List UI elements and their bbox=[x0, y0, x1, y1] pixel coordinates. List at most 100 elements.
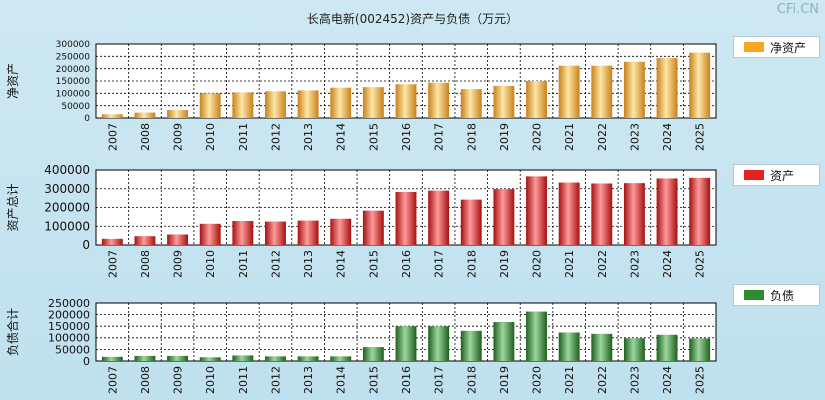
bar-2015 bbox=[362, 347, 384, 361]
x-tick-label: 2021 bbox=[563, 250, 576, 278]
bar-2014 bbox=[330, 356, 352, 361]
bar-2025 bbox=[689, 52, 711, 119]
legend-label-net-assets: 净资产 bbox=[770, 41, 807, 55]
bar-2007 bbox=[101, 114, 123, 118]
bar-2008 bbox=[134, 236, 156, 245]
bar-2013 bbox=[297, 90, 319, 118]
bar-2015 bbox=[362, 87, 384, 118]
x-tick-label: 2012 bbox=[269, 123, 282, 151]
bar-2025 bbox=[689, 338, 711, 361]
chart-title: 长高电新(002452)资产与负债（万元） bbox=[306, 12, 519, 26]
bar-2017 bbox=[428, 190, 450, 245]
x-tick-label: 2015 bbox=[367, 123, 380, 151]
x-tick-label: 2024 bbox=[661, 250, 674, 278]
bar-2009 bbox=[167, 234, 189, 245]
y-tick-label: 0 bbox=[82, 238, 90, 252]
x-tick-label: 2013 bbox=[302, 250, 315, 278]
chart-panel-0: 0 50000 100000 150000 200000 250000 300000 2007… bbox=[6, 40, 717, 151]
bar-2011 bbox=[232, 92, 254, 118]
bar-2018 bbox=[460, 89, 482, 118]
y-tick-label: 400000 bbox=[44, 163, 90, 177]
bar-2022 bbox=[591, 65, 613, 118]
y-tick-label: 50000 bbox=[61, 102, 90, 112]
bar-2018 bbox=[460, 199, 482, 245]
x-tick-label: 2008 bbox=[139, 250, 152, 278]
bar-2012 bbox=[265, 356, 286, 361]
x-tick-label: 2012 bbox=[269, 250, 282, 278]
y-tick-label: 100000 bbox=[56, 89, 91, 99]
y-axis-title: 负债合计 bbox=[5, 308, 20, 356]
x-tick-label: 2016 bbox=[400, 123, 413, 151]
y-axis-title: 资产总计 bbox=[6, 183, 20, 231]
x-tick-label: 2022 bbox=[596, 123, 609, 151]
legend-swatch-liabilities bbox=[744, 290, 764, 300]
bar-2009 bbox=[167, 110, 189, 118]
y-tick-label: 0 bbox=[83, 355, 90, 368]
x-tick-label: 2010 bbox=[204, 366, 217, 394]
x-tick-label: 2010 bbox=[204, 250, 217, 278]
x-tick-label: 2011 bbox=[237, 250, 250, 278]
chart-panel-1: 0 100000 200000 300000 400000 2007 2008 2009 201… bbox=[6, 163, 717, 278]
bar-2015 bbox=[362, 210, 384, 245]
x-tick-label: 2025 bbox=[694, 250, 707, 278]
bar-2022 bbox=[591, 333, 613, 361]
bar-2023 bbox=[623, 61, 645, 118]
x-tick-label: 2025 bbox=[694, 366, 707, 394]
x-tick-label: 2015 bbox=[367, 250, 380, 278]
x-tick-label: 2017 bbox=[433, 123, 446, 151]
x-tick-label: 2012 bbox=[269, 366, 282, 394]
x-tick-label: 2015 bbox=[367, 366, 380, 394]
legend-liabilities: 负债 bbox=[733, 284, 820, 306]
bar-2016 bbox=[395, 84, 417, 118]
x-tick-label: 2025 bbox=[694, 123, 707, 151]
x-tick-label: 2014 bbox=[335, 123, 348, 151]
x-tick-label: 2024 bbox=[661, 366, 674, 394]
x-tick-label: 2019 bbox=[498, 366, 511, 394]
bar-2010 bbox=[199, 93, 221, 118]
bar-2010 bbox=[199, 357, 221, 361]
y-tick-label: 250000 bbox=[48, 297, 90, 310]
bar-2020 bbox=[526, 81, 547, 118]
x-tick-label: 2014 bbox=[335, 366, 348, 394]
y-tick-label: 50000 bbox=[55, 343, 90, 356]
x-tick-label: 2023 bbox=[628, 250, 641, 278]
y-tick-label: 100000 bbox=[44, 219, 90, 233]
x-tick-label: 2024 bbox=[661, 123, 674, 151]
x-tick-label: 2019 bbox=[498, 123, 511, 151]
legend-label-assets: 资产 bbox=[770, 169, 795, 183]
bar-2013 bbox=[297, 220, 319, 245]
y-tick-label: 300000 bbox=[56, 40, 91, 50]
x-tick-label: 2017 bbox=[433, 250, 446, 278]
x-tick-label: 2021 bbox=[563, 366, 576, 394]
bar-2024 bbox=[656, 178, 678, 245]
y-tick-label: 200000 bbox=[44, 201, 90, 215]
bar-2025 bbox=[689, 177, 711, 245]
x-tick-label: 2022 bbox=[596, 250, 609, 278]
y-tick-label: 150000 bbox=[48, 320, 90, 333]
x-tick-label: 2018 bbox=[465, 123, 478, 151]
bar-2011 bbox=[232, 355, 254, 361]
x-tick-label: 2013 bbox=[302, 366, 315, 394]
x-tick-label: 2020 bbox=[531, 250, 544, 278]
x-tick-label: 2007 bbox=[106, 123, 119, 151]
bar-2019 bbox=[493, 189, 515, 245]
legend-swatch-assets bbox=[744, 170, 764, 180]
y-tick-label: 250000 bbox=[56, 52, 91, 62]
x-tick-label: 2017 bbox=[433, 366, 446, 394]
bar-2008 bbox=[134, 112, 156, 118]
bar-2022 bbox=[591, 183, 613, 245]
bar-2021 bbox=[558, 65, 580, 118]
bar-2018 bbox=[460, 330, 482, 361]
bar-2017 bbox=[428, 82, 450, 118]
y-tick-label: 100000 bbox=[48, 332, 90, 345]
x-tick-label: 2014 bbox=[335, 250, 348, 278]
x-tick-label: 2018 bbox=[465, 250, 478, 278]
x-tick-label: 2019 bbox=[498, 250, 511, 278]
x-tick-label: 2013 bbox=[302, 123, 315, 151]
legend-swatch-net-assets bbox=[744, 42, 764, 52]
x-tick-label: 2020 bbox=[531, 123, 544, 151]
bar-2014 bbox=[330, 218, 352, 245]
bar-2017 bbox=[428, 326, 450, 361]
bar-2020 bbox=[526, 176, 547, 245]
y-tick-label: 150000 bbox=[56, 77, 91, 87]
